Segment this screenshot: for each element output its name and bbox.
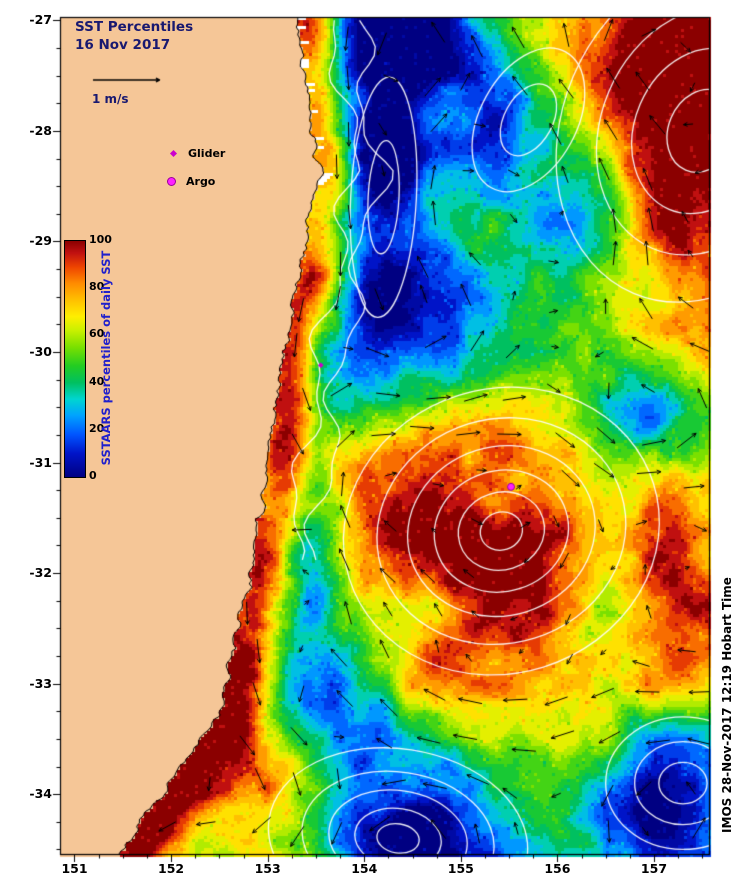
timestamp-watermark: IMOS 28-Nov-2017 12:19 Hobart Time	[720, 577, 734, 833]
map-title-block: SST Percentiles 16 Nov 2017	[75, 18, 193, 54]
colorbar	[64, 240, 86, 478]
map-date: 16 Nov 2017	[75, 37, 171, 53]
argo-marker-icon	[167, 177, 176, 186]
glider-marker-icon	[169, 149, 178, 158]
colorbar-title: SSTAARS percentiles of daily SST	[99, 250, 113, 466]
glider-legend-label: Glider	[188, 147, 226, 160]
legend-item-argo: Argo	[167, 175, 215, 188]
map-title: SST Percentiles	[75, 19, 194, 35]
legend-item-glider: Glider	[169, 147, 226, 160]
argo-legend-label: Argo	[186, 175, 216, 188]
velocity-scale-label: 1 m/s	[92, 92, 129, 106]
